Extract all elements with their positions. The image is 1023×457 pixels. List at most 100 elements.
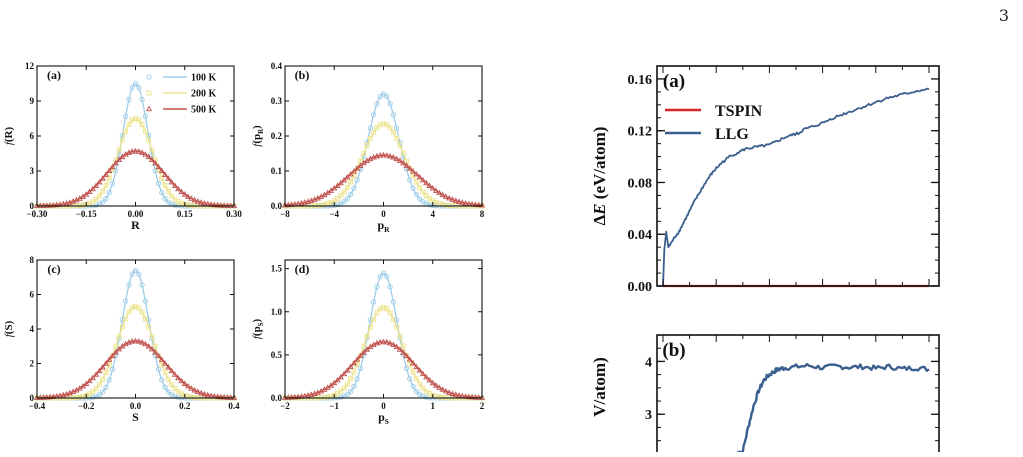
data-point — [341, 189, 347, 195]
data-point — [341, 199, 347, 205]
data-point — [335, 196, 340, 202]
plot-frame — [284, 259, 483, 399]
data-point — [407, 376, 413, 382]
data-point — [364, 346, 371, 352]
legend-label: 200 K — [191, 89, 217, 100]
data-point — [443, 202, 449, 208]
data-point — [351, 369, 357, 375]
data-point — [397, 143, 403, 148]
plot-frame — [36, 259, 235, 399]
data-point — [475, 394, 482, 400]
data-point — [410, 383, 416, 390]
y-axis-label: f(pS) — [251, 319, 265, 340]
data-point — [350, 359, 358, 366]
data-point — [198, 389, 205, 396]
data-point — [344, 391, 351, 398]
data-point — [394, 324, 400, 330]
data-point — [96, 178, 103, 185]
data-point — [116, 156, 123, 163]
data-point — [103, 384, 109, 390]
data-point — [132, 337, 139, 344]
data-point — [478, 201, 486, 208]
series-line-500K — [36, 340, 235, 399]
data-point — [102, 360, 110, 366]
plot-frame — [284, 65, 483, 207]
data-point — [436, 384, 443, 390]
legend-label: 500 K — [191, 105, 217, 116]
data-point — [43, 202, 50, 208]
panel-left-b: −8 −4 0 4 8 0.0 0.1 0.2 0.3 0.4 (b) pR f(pR) — [251, 61, 486, 234]
data-point — [172, 386, 178, 392]
x-tick-label: −8 — [280, 209, 290, 219]
y-tick-label: 0.12 — [628, 125, 653, 140]
y-axis-label: f(pR) — [251, 125, 265, 147]
data-point — [403, 352, 410, 359]
data-point — [165, 188, 171, 194]
data-point — [390, 341, 397, 347]
data-point — [417, 381, 423, 387]
data-point — [96, 193, 102, 199]
data-point — [175, 374, 182, 381]
y-tick-label: 0.08 — [628, 176, 653, 191]
y-tick-label: 0.0 — [271, 201, 283, 211]
data-point — [146, 137, 152, 143]
x-tick-label: 8 — [480, 209, 485, 219]
data-point — [129, 305, 135, 311]
data-point — [298, 199, 305, 206]
data-point — [83, 191, 90, 197]
data-point — [126, 309, 132, 315]
data-point — [285, 201, 292, 208]
data-point — [185, 202, 191, 208]
data-point — [367, 324, 373, 330]
data-point — [136, 117, 142, 123]
data-point — [171, 182, 178, 188]
data-point — [149, 147, 155, 153]
data-point — [123, 113, 129, 119]
data-point — [455, 198, 463, 204]
data-point — [429, 379, 436, 386]
data-point — [217, 393, 224, 400]
data-point — [96, 392, 103, 398]
data-point — [419, 370, 426, 377]
data-point — [179, 200, 184, 206]
data-point — [446, 389, 453, 395]
data-point — [390, 129, 396, 135]
data-point — [129, 85, 135, 91]
x-tick-label: −2 — [280, 401, 290, 411]
data-point — [142, 151, 149, 157]
data-point — [142, 316, 148, 322]
series-line-200K — [37, 305, 234, 399]
data-point — [390, 316, 396, 322]
data-point — [100, 188, 106, 194]
data-point — [400, 159, 407, 166]
data-point — [126, 282, 132, 288]
data-point — [439, 386, 446, 392]
data-point — [47, 202, 54, 208]
data-point — [334, 182, 341, 188]
data-point — [285, 394, 292, 400]
y-tick-label: 12 — [25, 61, 35, 71]
data-point — [390, 154, 397, 160]
data-point — [214, 201, 221, 208]
data-point — [152, 159, 159, 166]
data-point — [217, 202, 224, 208]
y-tick-label: 0.5 — [271, 350, 283, 360]
data-point — [103, 182, 109, 188]
data-point — [371, 316, 377, 322]
y-tick-label: 0.04 — [628, 228, 653, 243]
legend-label: 100 K — [191, 73, 217, 84]
panel-label: (a) — [663, 71, 685, 92]
data-point — [384, 93, 390, 100]
data-point — [390, 112, 396, 118]
data-point — [344, 196, 351, 202]
data-point — [367, 135, 373, 141]
data-point — [442, 387, 449, 394]
y-tick-label: 0 — [30, 393, 35, 403]
x-tick-label: 0.2 — [179, 401, 191, 411]
data-point — [400, 349, 407, 355]
data-point — [423, 179, 430, 186]
data-point — [161, 171, 169, 177]
data-point — [158, 167, 165, 173]
